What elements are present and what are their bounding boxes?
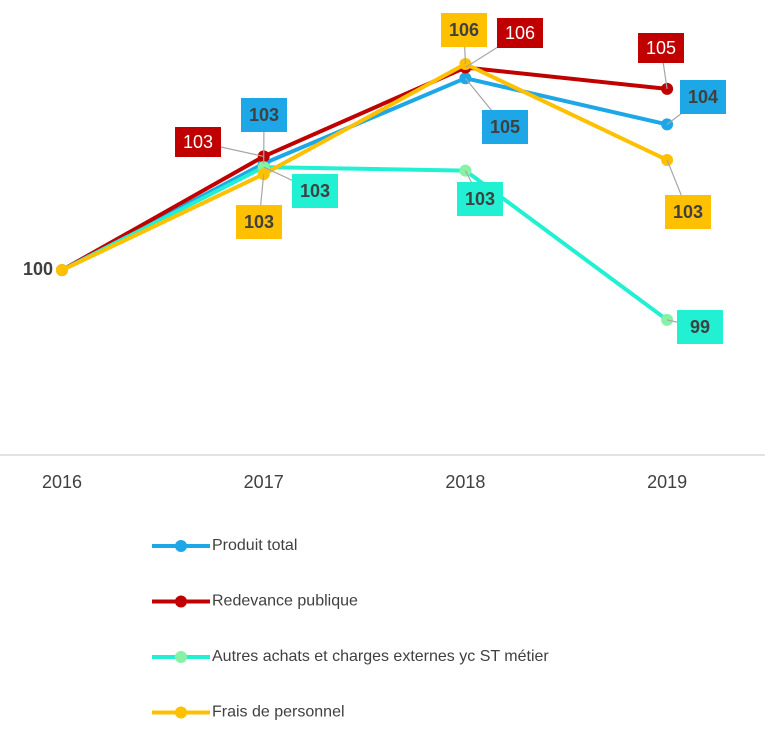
legend-label: Produit total: [212, 537, 297, 554]
data-label: 103: [673, 202, 703, 222]
x-tick-label: 2016: [42, 472, 82, 492]
data-label: 99: [690, 317, 710, 337]
legend-marker: [175, 596, 187, 608]
data-label: 103: [465, 189, 495, 209]
data-label: 105: [646, 38, 676, 58]
legend-marker: [175, 540, 187, 552]
data-label: 104: [688, 87, 718, 107]
data-label: 103: [244, 212, 274, 232]
x-tick-label: 2018: [445, 472, 485, 492]
data-label: 103: [183, 132, 213, 152]
legend-marker: [175, 707, 187, 719]
data-label: 106: [505, 23, 535, 43]
legend-label: Redevance publique: [212, 593, 358, 610]
data-label: 103: [249, 105, 279, 125]
data-label: 106: [449, 20, 479, 40]
data-label: 105: [490, 117, 520, 137]
x-tick-label: 2019: [647, 472, 687, 492]
x-tick-label: 2017: [244, 472, 284, 492]
data-label: 103: [300, 181, 330, 201]
series-line: [62, 78, 667, 270]
legend-label: Frais de personnel: [212, 704, 345, 721]
legend-marker: [175, 651, 187, 663]
marker: [56, 264, 68, 276]
data-label: 100: [23, 259, 53, 279]
legend-label: Autres achats et charges externes yc ST …: [212, 648, 549, 665]
series-line: [62, 167, 667, 320]
